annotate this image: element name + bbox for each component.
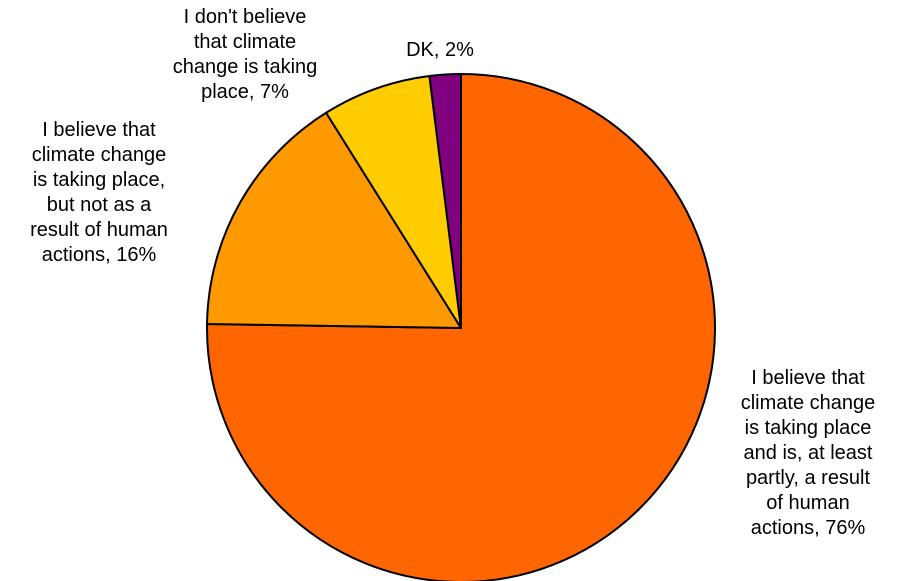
label-not-human-actions: I believe that climate change is taking … bbox=[30, 119, 168, 266]
label-human-actions: I believe that climate change is taking … bbox=[740, 367, 876, 539]
slice-human-actions bbox=[206, 73, 716, 581]
slice-dk bbox=[428, 72, 462, 329]
slice-dont-believe bbox=[325, 74, 462, 329]
pie-slices bbox=[206, 72, 716, 581]
label-dk: DK, 2% bbox=[406, 39, 474, 61]
label-dont-believe: I don't believe that climate change is t… bbox=[172, 6, 318, 103]
slice-not-human-actions bbox=[206, 111, 462, 329]
